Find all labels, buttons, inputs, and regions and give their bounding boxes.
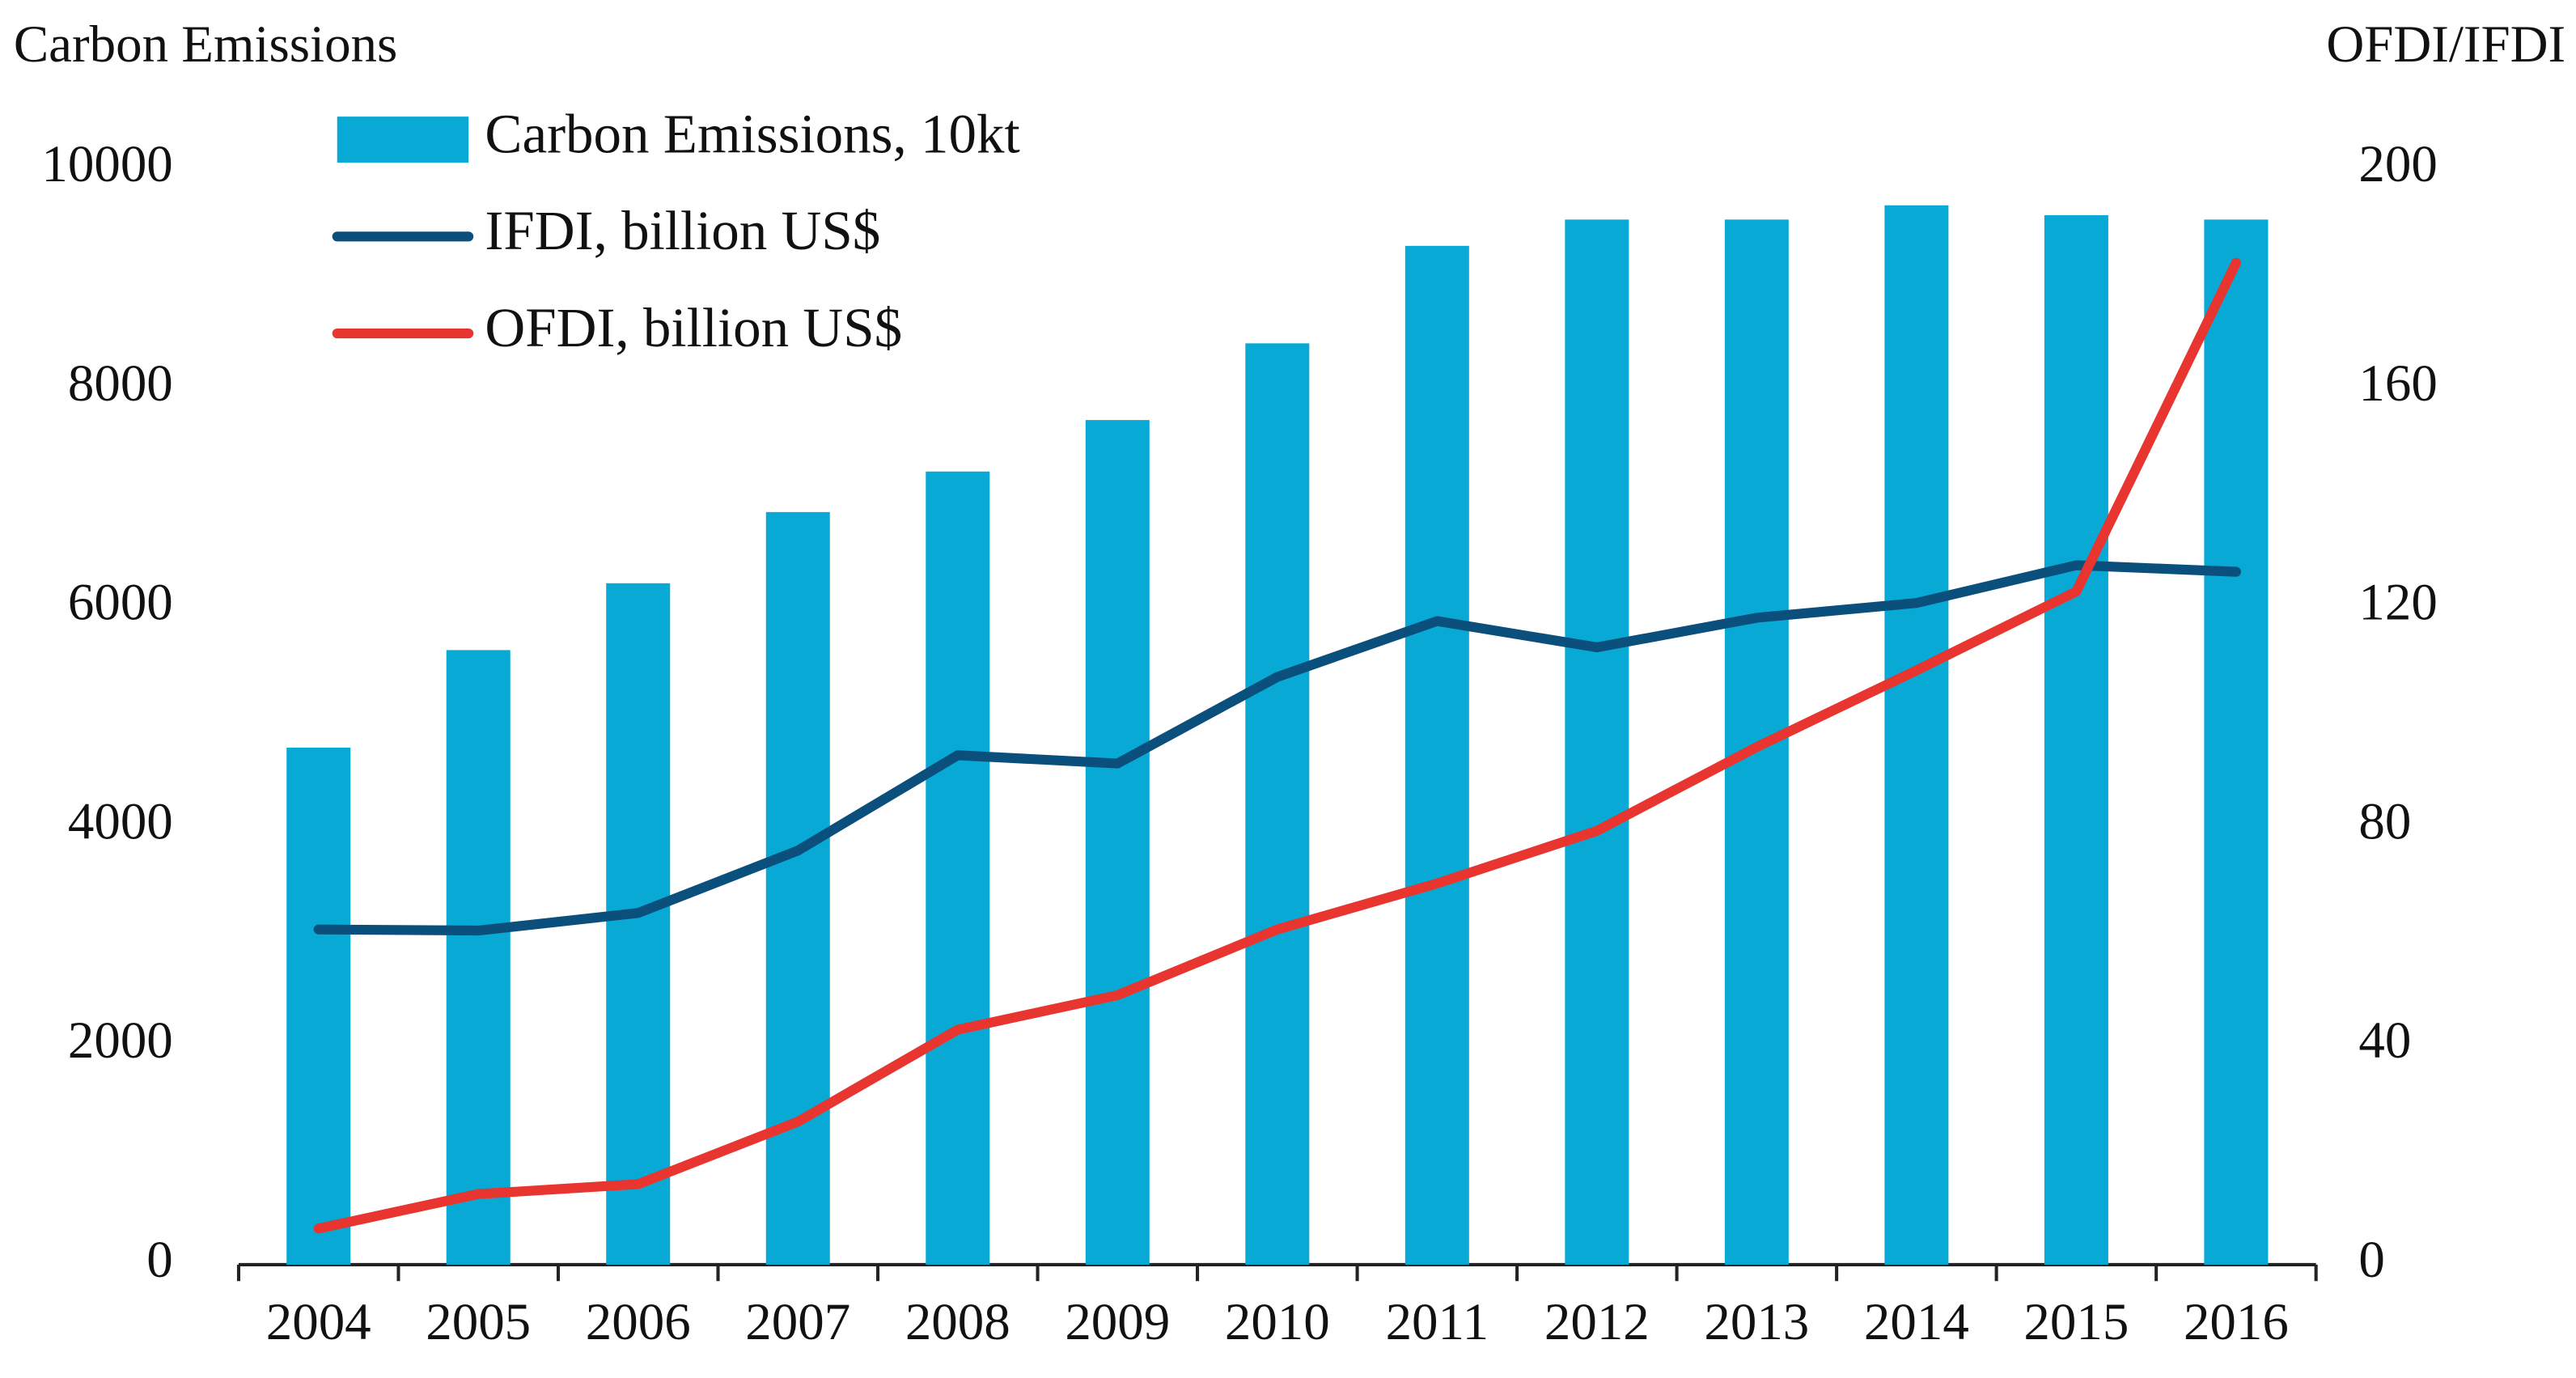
line xyxy=(313,560,2241,936)
x-tick-label: 2012 xyxy=(1544,1293,1650,1351)
bar xyxy=(1565,219,1629,1265)
y2-tick-label: 40 xyxy=(2358,1011,2411,1070)
y2-tick-label: 160 xyxy=(2358,354,2437,413)
y-tick-label: 0 xyxy=(146,1231,172,1289)
bar xyxy=(286,747,351,1265)
x-tick-label: 2006 xyxy=(586,1293,691,1351)
legend-label: Carbon Emissions, 10kt xyxy=(485,103,1019,164)
x-tick-label: 2008 xyxy=(905,1293,1010,1351)
x-tick-label: 2011 xyxy=(1386,1293,1489,1351)
bar xyxy=(1405,245,1469,1265)
legend-label: IFDI, billion US$ xyxy=(485,200,880,261)
bar xyxy=(926,471,990,1265)
bar xyxy=(2204,219,2269,1265)
bar xyxy=(1884,205,1949,1265)
bar xyxy=(1245,343,1310,1265)
x-tick-label: 2014 xyxy=(1864,1293,1969,1351)
x-tick-label: 2007 xyxy=(745,1293,850,1351)
legend-swatch xyxy=(337,117,469,163)
bar xyxy=(765,511,830,1265)
line xyxy=(313,257,2241,1234)
bar xyxy=(606,583,671,1265)
y2-tick-label: 80 xyxy=(2358,792,2411,850)
x-tick-label: 2009 xyxy=(1065,1293,1170,1351)
y2-tick-label: 120 xyxy=(2358,574,2437,632)
y2-tick-label: 200 xyxy=(2358,135,2437,193)
y-tick-label: 8000 xyxy=(68,354,173,413)
legend-label: OFDI, billion US$ xyxy=(485,297,902,358)
bar xyxy=(1085,420,1150,1265)
bar xyxy=(2044,214,2108,1265)
y-tick-label: 4000 xyxy=(68,792,173,850)
x-tick-label: 2013 xyxy=(1704,1293,1809,1351)
x-tick-label: 2010 xyxy=(1225,1293,1330,1351)
x-tick-label: 2016 xyxy=(2184,1293,2289,1351)
y2-tick-label: 0 xyxy=(2358,1231,2384,1289)
x-tick-label: 2004 xyxy=(266,1293,371,1351)
x-tick-label: 2005 xyxy=(426,1293,531,1351)
y-axis-title: Carbon Emissions xyxy=(14,15,397,74)
y-tick-label: 2000 xyxy=(68,1011,173,1070)
y2-axis-title: OFDI/IFDI xyxy=(2326,15,2565,74)
y-tick-label: 10000 xyxy=(41,135,172,193)
x-tick-label: 2015 xyxy=(2023,1293,2129,1351)
y-tick-label: 6000 xyxy=(68,574,173,632)
bar xyxy=(446,650,511,1265)
